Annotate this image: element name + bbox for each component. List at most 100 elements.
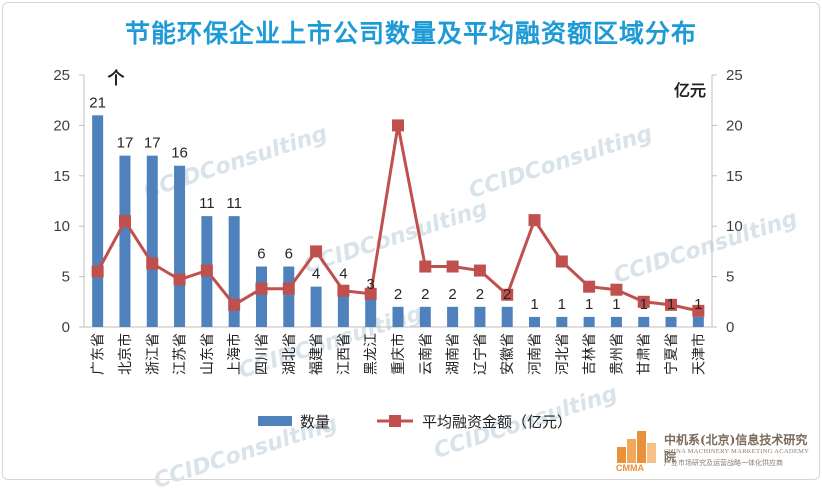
line-marker — [610, 283, 623, 296]
line-marker — [501, 288, 514, 301]
line-marker — [310, 245, 323, 258]
line-marker — [419, 260, 432, 273]
x-category-label: 吉林省 — [582, 333, 598, 375]
bar-count — [255, 266, 267, 327]
line-marker — [637, 295, 650, 308]
bar-count — [638, 316, 650, 327]
x-category-label: 辽宁省 — [472, 333, 489, 375]
x-category-label: 天津市 — [690, 333, 707, 375]
x-category-label: 江西省 — [336, 333, 352, 375]
line-marker — [118, 215, 131, 228]
bar-count — [474, 306, 486, 327]
bar-data-label: 2 — [394, 286, 402, 303]
bar-data-label: 2 — [421, 286, 429, 303]
bar-data-label: 1 — [667, 296, 675, 313]
bar-data-label: 16 — [171, 145, 188, 162]
x-category-label: 甘肃省 — [637, 333, 653, 375]
legend-swatch-marker — [389, 415, 401, 427]
x-category-label: 河南省 — [528, 333, 544, 375]
x-category-label: 四川省 — [254, 333, 270, 375]
bar-data-label: 4 — [339, 266, 347, 283]
bar-data-label: 2 — [503, 286, 511, 303]
bar-data-label: 17 — [144, 135, 161, 152]
line-marker — [583, 280, 596, 293]
line-marker — [555, 255, 568, 268]
line-marker — [528, 214, 541, 227]
bar-count — [119, 155, 131, 327]
bar-count — [365, 296, 377, 327]
bar-count — [337, 286, 349, 327]
bar-data-label: 3 — [367, 276, 375, 293]
line-marker — [392, 119, 404, 132]
bar-count — [529, 316, 541, 327]
x-category-label: 湖北省 — [282, 333, 298, 375]
bar-count — [665, 316, 677, 327]
legend-label-line: 平均融资金额（亿元） — [422, 413, 572, 431]
legend-label-bar: 数量 — [300, 413, 330, 431]
bar-data-label: 1 — [558, 296, 566, 313]
x-category-label: 宁夏省 — [663, 333, 680, 375]
bar-count — [92, 115, 104, 327]
x-category-label: 重庆市 — [390, 333, 407, 375]
line-marker — [173, 273, 186, 286]
x-category-label: 北京市 — [117, 333, 134, 375]
bar-count — [392, 306, 404, 327]
line-marker — [337, 284, 350, 297]
bar-data-label: 6 — [285, 246, 293, 263]
logo-tagline: 产业市场研究及运营战略一体化供应商 — [664, 459, 783, 467]
right-tick-label: 20 — [726, 117, 743, 134]
bar-data-label: 17 — [117, 135, 134, 152]
chart-title: 节能环保企业上市公司数量及平均融资额区域分布 — [124, 19, 697, 48]
cmma-logo: CMMA 中机系(北京)信息技术研究院 CHINA MACHINERY MARK… — [612, 427, 818, 477]
bar-data-label: 21 — [89, 94, 106, 111]
bar-count — [283, 266, 295, 327]
x-category-label: 湖南省 — [446, 333, 462, 375]
line-marker — [200, 264, 213, 277]
legend-swatch-bar — [258, 416, 292, 426]
left-tick-label: 10 — [53, 218, 70, 235]
x-category-label: 贵州省 — [609, 333, 625, 375]
bar-data-label: 1 — [640, 296, 648, 313]
left-axis-unit: 个 — [107, 68, 126, 89]
bar-count — [146, 155, 158, 327]
line-marker — [473, 264, 486, 277]
bar-data-label: 1 — [530, 296, 538, 313]
bar-data-label: 2 — [476, 286, 484, 303]
bar-count — [174, 165, 186, 327]
bar-count — [610, 316, 622, 327]
x-category-label: 山东省 — [200, 333, 216, 375]
bar-data-label: 2 — [448, 286, 456, 303]
bar-count — [501, 306, 513, 327]
bar-count — [228, 216, 240, 327]
logo-name-cn: 中机系(北京)信息技术研究院 — [664, 433, 808, 464]
left-tick-label: 0 — [62, 319, 70, 336]
bar-count — [419, 306, 431, 327]
line-marker — [364, 287, 377, 300]
line-marker — [446, 260, 459, 273]
bar-count — [310, 286, 322, 327]
x-category-label: 黑龙江 — [364, 333, 380, 375]
x-category-label: 福建省 — [309, 333, 325, 375]
left-tick-label: 25 — [53, 67, 70, 84]
right-tick-label: 0 — [726, 319, 734, 336]
right-tick-label: 25 — [726, 67, 743, 84]
line-marker — [282, 282, 295, 295]
bar-data-label: 4 — [312, 266, 320, 283]
bar-data-label: 1 — [694, 296, 702, 313]
line-marker — [255, 282, 268, 295]
line-marker — [228, 298, 241, 311]
bar-data-label: 1 — [585, 296, 593, 313]
bar-data-label: 1 — [612, 296, 620, 313]
bar-count — [447, 306, 459, 327]
cmma-logo-mark-icon — [617, 431, 656, 463]
x-category-label: 河北省 — [555, 333, 571, 375]
bar-data-label: 6 — [257, 246, 265, 263]
right-tick-label: 15 — [726, 168, 743, 185]
x-category-label: 江苏省 — [173, 333, 189, 375]
line-marker — [146, 257, 159, 270]
right-tick-label: 5 — [726, 269, 734, 286]
bar-data-label: 11 — [199, 195, 215, 212]
x-category-label: 云南省 — [418, 333, 434, 375]
left-tick-label: 5 — [62, 269, 70, 286]
